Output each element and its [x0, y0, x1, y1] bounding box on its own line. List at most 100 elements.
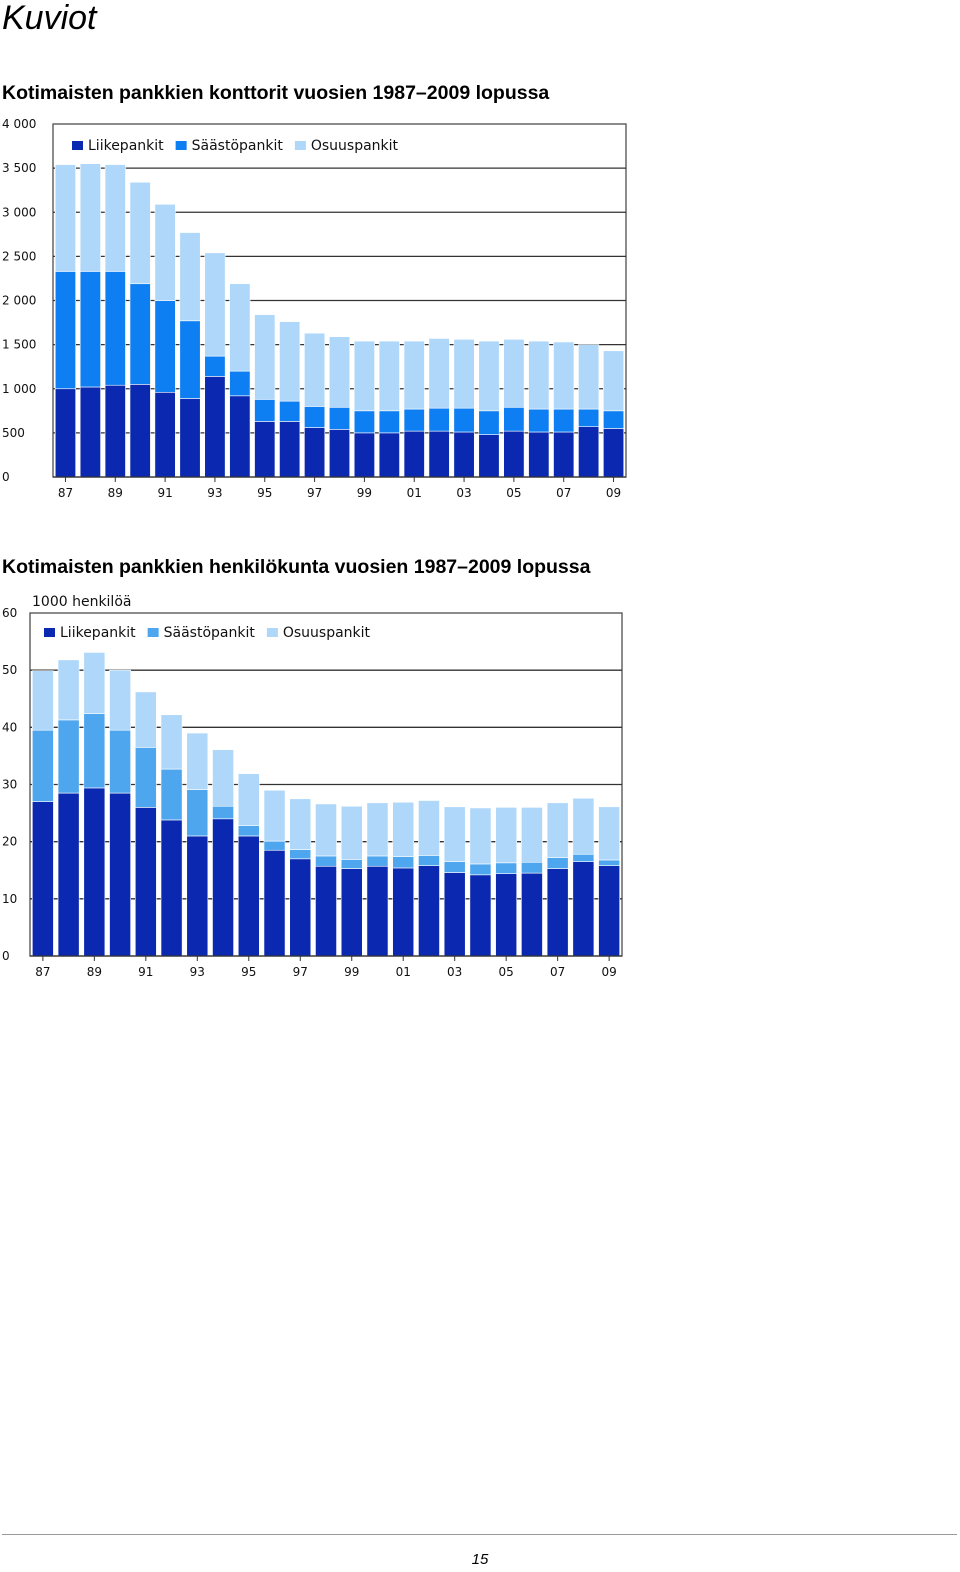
staff-y-tick-label: 40: [2, 720, 17, 734]
staff-bar-1997-säästöpankit: [289, 849, 312, 860]
staff-bar-2001-säästöpankit: [392, 856, 415, 869]
staff-bar-2007-osuuspankit: [546, 802, 569, 858]
staff-bar-1989-osuuspankit: [83, 652, 106, 714]
staff-bar-2007-säästöpankit: [546, 857, 569, 869]
staff-bar-2008-liikepankit: [572, 861, 595, 957]
staff-bar-1998-liikepankit: [315, 865, 337, 957]
branches-x-tick-label: 91: [157, 486, 172, 500]
staff-legend-label: Liikepankit: [60, 625, 136, 641]
branches-bar-2009-säästöpankit: [603, 410, 625, 429]
staff-bar-1994-osuuspankit: [212, 749, 234, 807]
staff-bar-2002-säästöpankit: [418, 855, 440, 866]
staff-bar-2007-liikepankit: [546, 868, 569, 957]
branches-bar-1993-osuuspankit: [204, 252, 226, 357]
branches-bar-1990-osuuspankit: [129, 181, 151, 285]
staff-x-tick-label: 05: [499, 965, 514, 979]
staff-bar-2005-säästöpankit: [495, 862, 518, 874]
branches-x-tick-label: 07: [556, 486, 571, 500]
branches-bar-2006-osuuspankit: [528, 340, 550, 410]
staff-x-tick-label: 03: [447, 965, 462, 979]
staff-bar-2009-liikepankit: [598, 865, 620, 957]
branches-bar-1993-säästöpankit: [204, 355, 226, 377]
branches-bar-2008-osuuspankit: [578, 344, 600, 410]
staff-bar-1995-säästöpankit: [237, 825, 260, 837]
branches-bar-1987-säästöpankit: [54, 271, 76, 390]
staff-bar-1996-liikepankit: [263, 849, 286, 957]
branches-bar-1992-osuuspankit: [179, 232, 201, 322]
branches-y-tick-label: 3 000: [2, 205, 36, 219]
branches-bar-2003-osuuspankit: [453, 339, 475, 409]
branches-bar-1991-liikepankit: [154, 391, 176, 478]
staff-bar-1993-osuuspankit: [186, 732, 209, 790]
staff-bar-1988-säästöpankit: [57, 719, 80, 794]
staff-x-tick-label: 89: [87, 965, 102, 979]
branches-bar-1998-säästöpankit: [328, 406, 351, 430]
branches-bar-1987-osuuspankit: [54, 164, 76, 272]
branches-bar-1991-osuuspankit: [154, 204, 176, 301]
branches-legend-label: Liikepankit: [88, 138, 164, 154]
staff-bar-1994-säästöpankit: [212, 805, 234, 820]
branches-chart: 0 500 1 000 1 500 2 000 2 500 3 000 3 500 4 000 8…: [2, 117, 627, 500]
staff-legend-swatch: [147, 628, 159, 637]
staff-bar-1997-liikepankit: [289, 858, 312, 957]
page-heading: Kuviot: [2, 0, 97, 37]
staff-bar-1993-liikepankit: [186, 835, 209, 957]
branches-bar-1989-säästöpankit: [104, 271, 126, 386]
branches-chart-title: Kotimaisten pankkien konttorit vuosien 1…: [2, 82, 550, 104]
staff-bar-2001-osuuspankit: [392, 801, 415, 857]
staff-y-tick-label: 30: [2, 778, 17, 792]
branches-bar-2005-säästöpankit: [503, 406, 525, 432]
branches-bar-1996-liikepankit: [279, 421, 301, 478]
branches-x-tick-label: 03: [456, 486, 471, 500]
staff-bar-2008-osuuspankit: [572, 797, 595, 855]
branches-x-tick-label: 97: [307, 486, 322, 500]
branches-bar-1997-säästöpankit: [304, 406, 326, 428]
branches-bar-1990-säästöpankit: [129, 283, 151, 385]
staff-x-tick-label: 93: [190, 965, 205, 979]
footer-divider: [2, 1534, 957, 1535]
staff-bar-2003-liikepankit: [443, 872, 466, 957]
branches-x-tick-label: 87: [58, 486, 73, 500]
staff-bar-1992-osuuspankit: [160, 714, 183, 770]
branches-bar-1988-säästöpankit: [79, 271, 101, 388]
branches-bar-2000-osuuspankit: [378, 340, 400, 412]
branches-x-tick-label: 01: [407, 486, 422, 500]
branches-bar-1999-säästöpankit: [353, 410, 375, 434]
staff-bar-2004-osuuspankit: [469, 807, 492, 865]
staff-bar-2003-osuuspankit: [443, 806, 466, 862]
branches-bar-2001-liikepankit: [403, 430, 425, 478]
branches-bar-2008-liikepankit: [578, 426, 600, 478]
branches-x-tick-label: 09: [606, 486, 621, 500]
branches-bar-2005-osuuspankit: [503, 339, 525, 408]
branches-x-tick-label: 99: [357, 486, 372, 500]
page-number: 15: [471, 1551, 489, 1568]
branches-bar-2003-liikepankit: [453, 431, 475, 478]
staff-bar-2006-säästöpankit: [521, 861, 543, 874]
branches-x-tick-label: 89: [108, 486, 123, 500]
staff-unit-label: 1000 henkilöä: [32, 594, 131, 610]
branches-bar-1990-liikepankit: [129, 384, 151, 478]
branches-bar-1988-osuuspankit: [79, 163, 101, 272]
branches-bar-2008-säästöpankit: [578, 408, 600, 427]
branches-bar-2009-liikepankit: [603, 428, 625, 478]
staff-chart-title: Kotimaisten pankkien henkilökunta vuosie…: [2, 556, 591, 578]
branches-y-tick-label: 3 500: [2, 161, 36, 175]
branches-bar-1999-liikepankit: [353, 432, 375, 478]
staff-bar-2004-säästöpankit: [469, 863, 492, 876]
staff-x-tick-label: 95: [241, 965, 256, 979]
staff-bar-1998-osuuspankit: [315, 803, 337, 857]
branches-bar-1987-liikepankit: [54, 388, 76, 478]
branches-bar-1993-liikepankit: [204, 376, 226, 478]
branches-y-tick-label: 500: [2, 426, 25, 440]
staff-x-tick-label: 09: [601, 965, 616, 979]
branches-bar-2006-liikepankit: [528, 431, 550, 478]
branches-bar-2007-liikepankit: [553, 431, 575, 478]
staff-bar-1998-säästöpankit: [315, 855, 337, 867]
staff-y-tick-label: 10: [2, 892, 17, 906]
staff-bar-2005-osuuspankit: [495, 807, 518, 864]
branches-bar-2001-osuuspankit: [403, 340, 425, 410]
staff-bar-1991-osuuspankit: [134, 691, 157, 748]
staff-bar-1989-säästöpankit: [83, 713, 106, 789]
branches-bar-1999-osuuspankit: [353, 340, 375, 412]
branches-bar-2000-liikepankit: [378, 432, 400, 478]
